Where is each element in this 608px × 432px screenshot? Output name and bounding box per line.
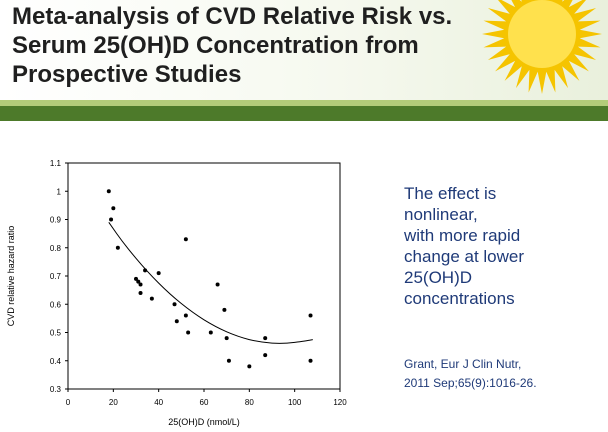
y-axis-ticks: 0.3 0.4 0.5 0.6 0.7 0.8 0.9 1 1.1 (50, 159, 68, 394)
data-point (226, 358, 231, 363)
sun-core (508, 0, 576, 68)
x-axis-ticks: 0 20 40 60 80 100 120 (66, 389, 347, 407)
effect-note: The effect is nonlinear, with more rapid… (404, 183, 604, 309)
header-band-light (0, 100, 608, 106)
data-point (263, 353, 268, 358)
data-point (208, 330, 213, 335)
effect-line-5: 25(OH)D (404, 268, 473, 287)
data-point (224, 336, 229, 341)
data-point (138, 282, 143, 287)
y-axis-label: CVD relative hazard ratio (6, 226, 16, 327)
x-tick-label: 100 (288, 398, 302, 407)
data-point (308, 358, 313, 363)
x-tick-label: 0 (66, 398, 71, 407)
data-point (149, 296, 154, 301)
y-tick-label: 0.8 (50, 244, 62, 253)
data-point (183, 313, 188, 318)
header-band-dark (0, 106, 608, 121)
y-tick-label: 0.6 (50, 300, 62, 309)
citation-line-2: 2011 Sep;65(9):1016-26. (404, 376, 537, 390)
data-point (156, 271, 161, 276)
data-point (115, 245, 120, 250)
x-tick-label: 80 (245, 398, 254, 407)
y-tick-label: 0.5 (50, 329, 62, 338)
data-point (183, 237, 188, 242)
effect-line-4: change at lower (404, 247, 525, 266)
data-point (109, 217, 114, 222)
sun-icon (482, 0, 602, 94)
fit-curve (108, 222, 313, 344)
data-point (215, 282, 220, 287)
title-line-2: Serum 25(OH)D Concentration from (12, 32, 419, 59)
data-point (247, 364, 252, 369)
y-tick-label: 0.4 (50, 357, 62, 366)
title-line-1: Meta-analysis of CVD Relative Risk vs. (12, 3, 453, 30)
y-tick-label: 1 (57, 187, 62, 196)
effect-line-6: concentrations (404, 289, 515, 308)
x-axis-label: 25(OH)D (nmol/L) (168, 417, 240, 427)
data-point (106, 189, 111, 194)
data-point (308, 313, 313, 318)
y-tick-label: 1.1 (50, 159, 62, 168)
plot-frame (67, 162, 341, 390)
data-point (263, 336, 268, 341)
x-tick-label: 60 (200, 398, 209, 407)
data-point (186, 330, 191, 335)
scatter-chart: 0.3 0.4 0.5 0.6 0.7 0.8 0.9 1 1.1 0 20 40 60 80 100 12… (6, 159, 347, 427)
data-point (143, 268, 148, 273)
data-point (172, 302, 177, 307)
data-points (106, 189, 313, 369)
citation: Grant, Eur J Clin Nutr, 2011 Sep;65(9):1… (404, 355, 604, 393)
data-point (174, 319, 179, 324)
x-tick-label: 120 (333, 398, 347, 407)
data-point (136, 279, 141, 284)
slide-title: Meta-analysis of CVD Relative Risk vs. S… (12, 2, 532, 89)
citation-line-1: Grant, Eur J Clin Nutr, (404, 357, 522, 371)
x-tick-label: 20 (109, 398, 118, 407)
data-point (134, 276, 138, 281)
slide-header: Meta-analysis of CVD Relative Risk vs. S… (0, 0, 608, 100)
data-point (111, 206, 116, 211)
data-point (222, 307, 227, 312)
y-tick-label: 0.7 (50, 272, 62, 281)
y-tick-label: 0.9 (50, 216, 62, 225)
effect-line-1: The effect is (404, 184, 497, 203)
title-line-3: Prospective Studies (12, 61, 242, 88)
y-tick-label: 0.3 (50, 385, 62, 394)
data-point (138, 290, 143, 295)
effect-line-3: with more rapid (404, 226, 521, 245)
chart-axes (67, 162, 341, 390)
effect-line-2: nonlinear, (404, 205, 478, 224)
x-tick-label: 40 (154, 398, 163, 407)
